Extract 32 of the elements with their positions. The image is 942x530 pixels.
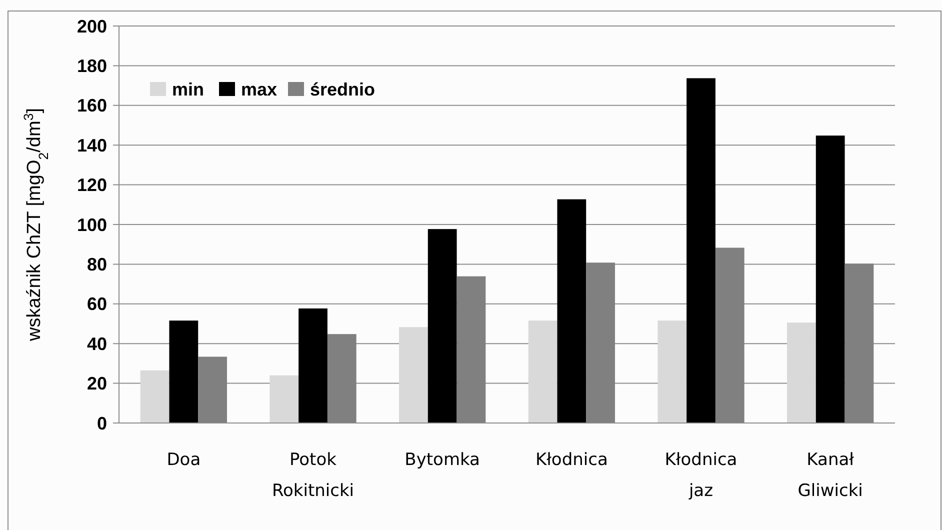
y-tick-label: 180 <box>76 56 107 76</box>
y-tick-label: 0 <box>96 413 107 434</box>
bar <box>658 320 687 423</box>
legend-label: średnio <box>310 79 376 100</box>
bar <box>816 136 845 423</box>
y-tick-label: 80 <box>86 254 107 274</box>
y-tick-label: 120 <box>76 175 107 196</box>
bar <box>428 229 457 423</box>
y-tick-label: 40 <box>86 334 107 354</box>
bar <box>298 308 328 423</box>
bar <box>686 78 716 423</box>
bar <box>169 320 198 423</box>
bar <box>557 199 586 423</box>
x-tick-label: Bytomka <box>404 450 480 470</box>
x-tick-label: Kanał Gliwicki <box>798 450 863 501</box>
y-tick-label: 140 <box>76 135 107 156</box>
bar <box>528 320 558 423</box>
x-tick-label: Potok Rokitnicki <box>272 450 354 501</box>
x-tick-label: Kłodnica <box>535 450 608 470</box>
y-tick-label: 160 <box>76 96 107 116</box>
bar <box>140 370 170 423</box>
y-tick-label: 20 <box>86 374 107 394</box>
bar <box>787 322 816 423</box>
y-tick-label: 100 <box>76 214 107 235</box>
legend-label: min <box>172 79 204 100</box>
x-tick-label: Doa <box>166 450 201 470</box>
legend-label: max <box>241 79 278 100</box>
y-tick-label: 200 <box>76 16 107 36</box>
bar <box>399 327 428 423</box>
x-tick-label: Kłodnica jaz <box>664 450 738 501</box>
y-tick-label: 60 <box>86 294 107 314</box>
bar <box>270 375 299 423</box>
